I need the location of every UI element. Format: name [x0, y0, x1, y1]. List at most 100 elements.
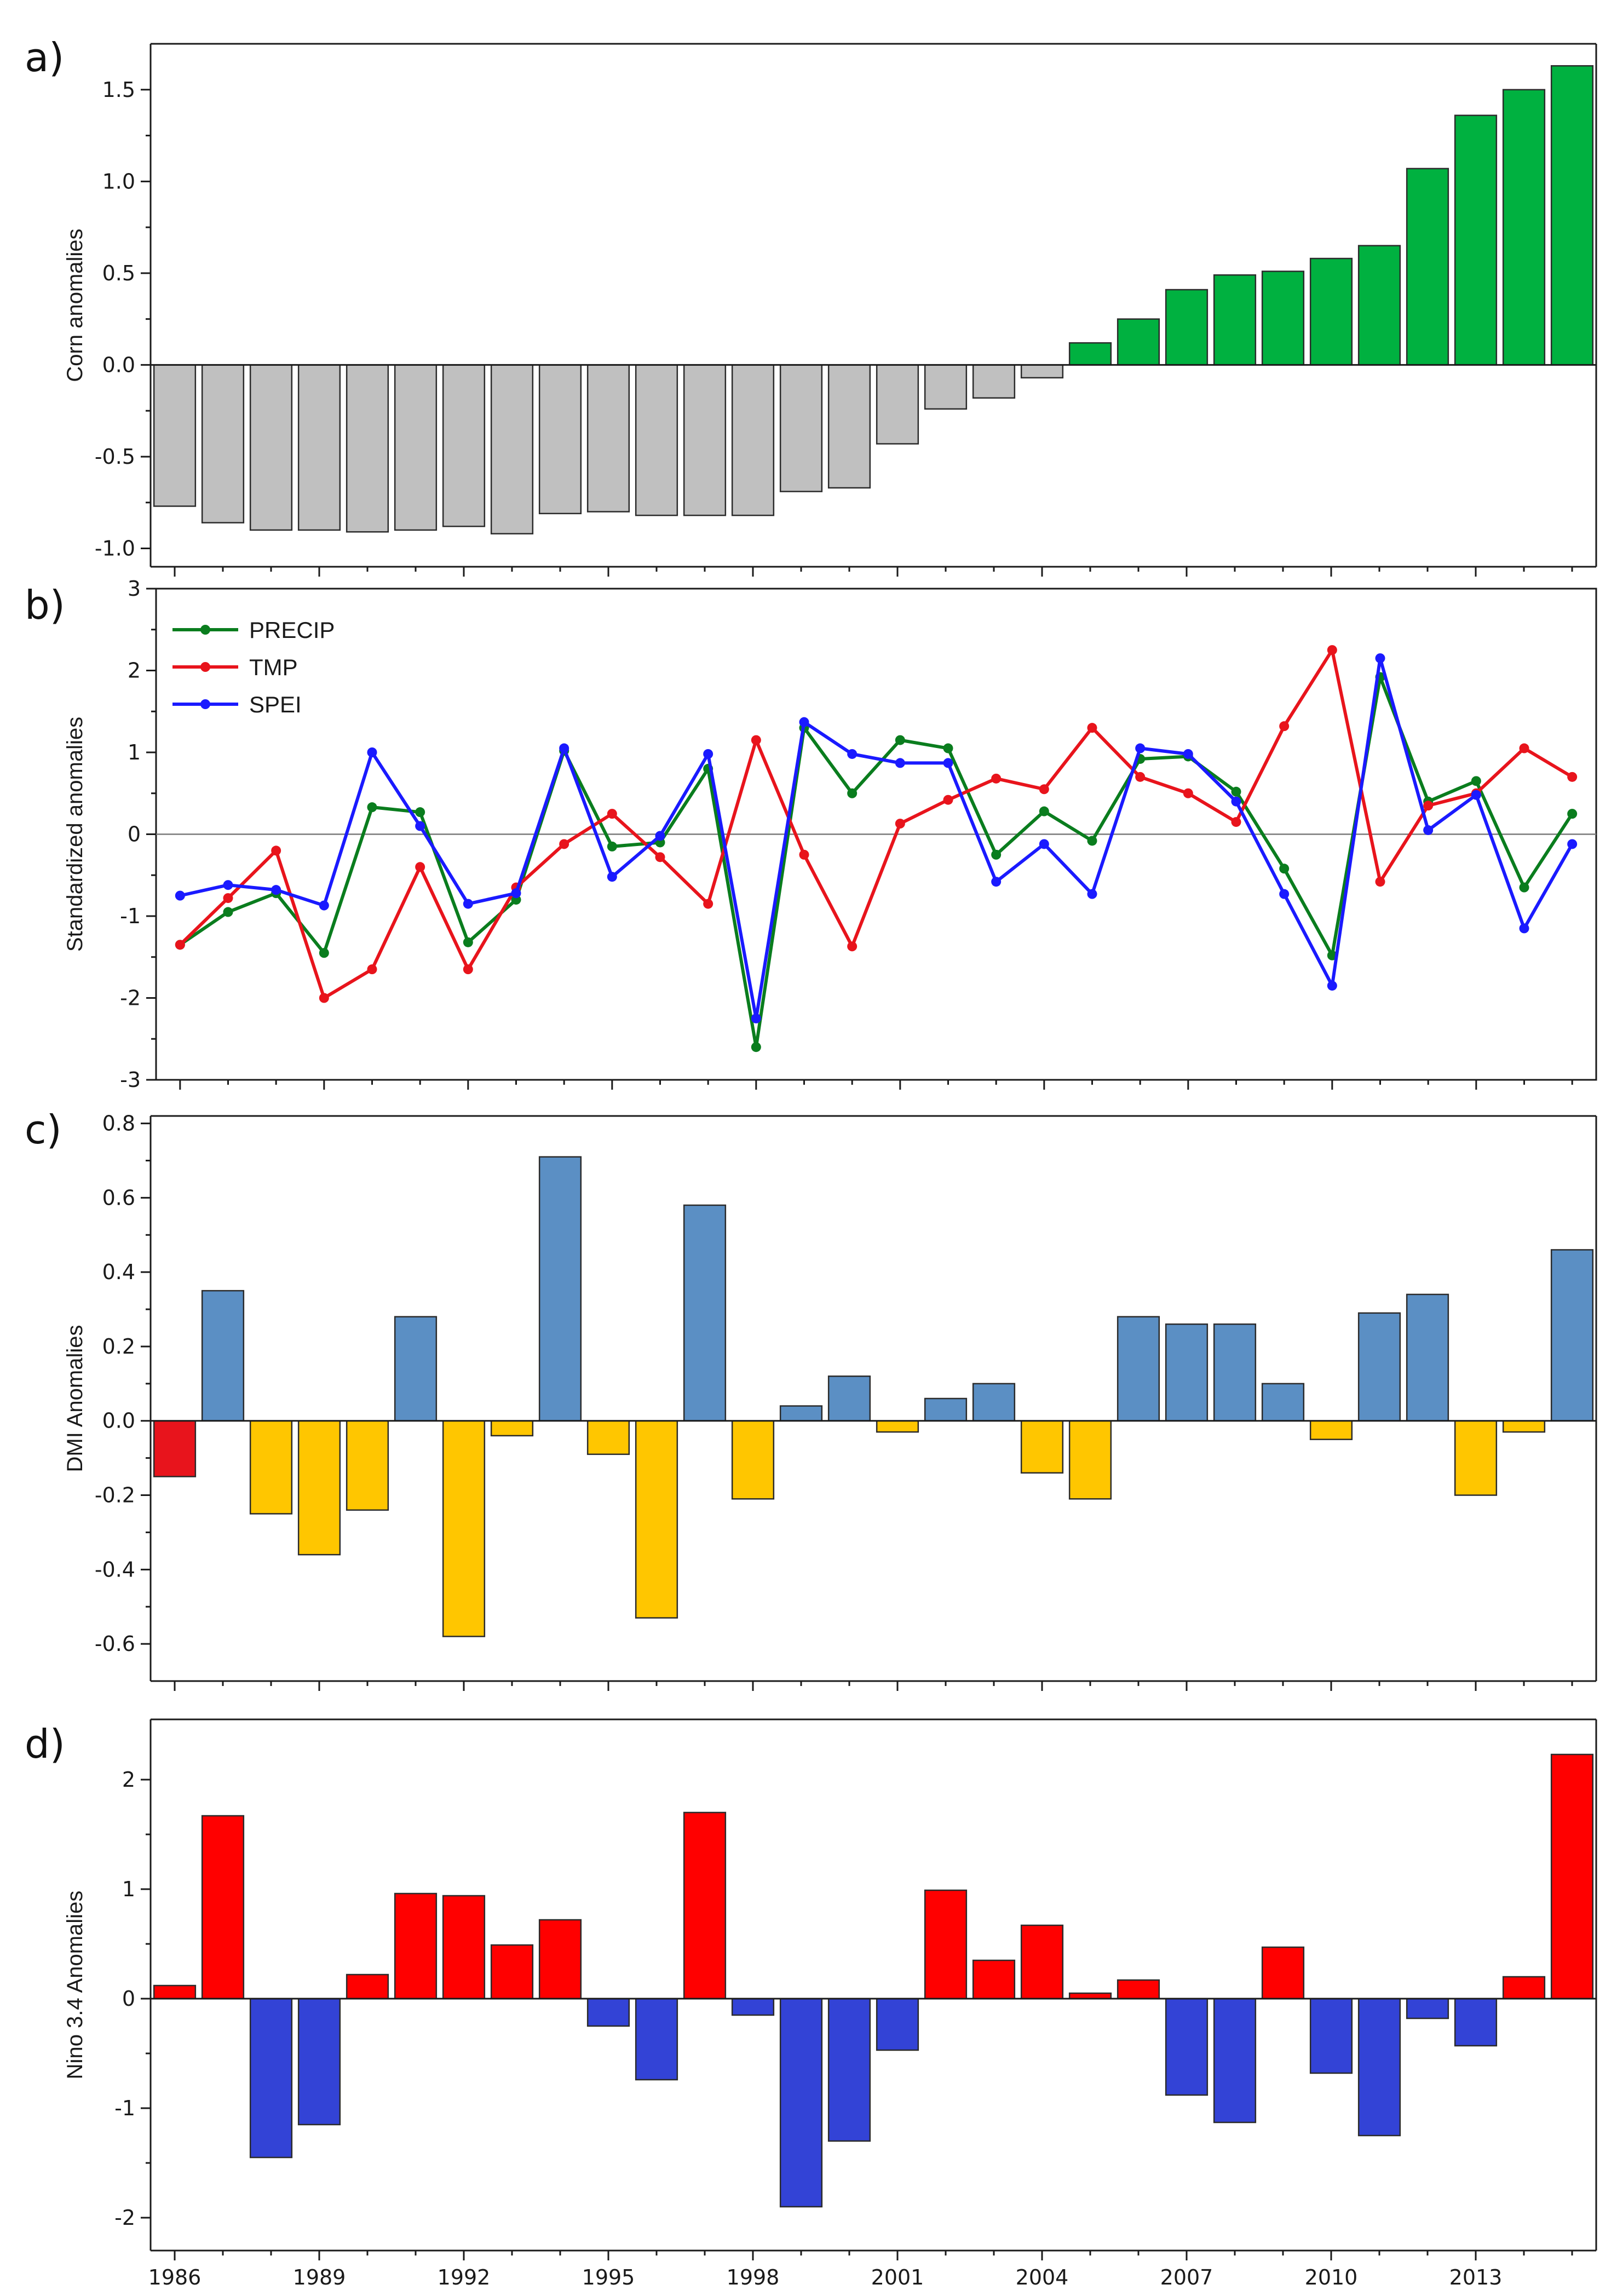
bar-c-28: [1502, 1420, 1546, 1433]
x-tick-label: 2004: [1016, 2265, 1069, 2289]
bar-d-14: [827, 1998, 871, 2142]
series-point-tmp: [415, 862, 425, 872]
y-axis-label-a: Corn anomalies: [63, 228, 87, 382]
panel-b: b) -3 -2 -1 0 1 2 3 Standardized anomalies PRECIP…: [25, 577, 1597, 1092]
series-point-spei: [319, 900, 329, 911]
panel-label-a: a): [25, 34, 64, 80]
y-tick-label: 0.8: [102, 1112, 135, 1136]
y-tick-label: 1: [122, 1877, 135, 1901]
bar-a-20: [1117, 318, 1160, 366]
bar-c-11: [683, 1204, 727, 1422]
y-tick-label: -2: [120, 986, 141, 1010]
y-tick-label: 0.4: [102, 1260, 135, 1284]
bar-d-29: [1550, 1753, 1594, 2000]
series-point-precip: [1087, 836, 1097, 846]
x-tick-label: 2010: [1305, 2265, 1358, 2289]
x-tick-label: 1998: [727, 2265, 780, 2289]
bar-a-3: [297, 364, 341, 531]
y-tick-label: 2: [122, 1768, 135, 1792]
x-tick-label: 2001: [871, 2265, 924, 2289]
y-axis-label-b: Standardized anomalies: [63, 717, 87, 952]
y-tick-label: -1.0: [95, 536, 135, 560]
bar-d-28: [1502, 1976, 1546, 2000]
series-point-spei: [559, 743, 569, 753]
series-point-tmp: [1375, 877, 1385, 887]
bar-a-27: [1454, 114, 1498, 366]
y-tick-label: 3: [128, 577, 141, 601]
series-point-precip: [943, 743, 953, 753]
bar-a-21: [1165, 289, 1209, 366]
bar-d-23: [1261, 1946, 1305, 2000]
series-point-tmp: [319, 993, 329, 1003]
series-point-precip: [607, 841, 617, 851]
y-tick-label: 0: [128, 822, 141, 847]
series-point-precip: [415, 807, 425, 818]
panel-a: a) -1.0 -0.5 0.0 0.5 1.0 1.5 Corn anomalies: [25, 34, 1597, 577]
series-point-tmp: [847, 941, 858, 952]
panel-label-c: c): [25, 1107, 62, 1153]
legend-label-spei: SPEI: [249, 692, 302, 717]
bar-a-7: [490, 364, 534, 534]
series-point-spei: [607, 872, 617, 882]
bar-a-17: [972, 364, 1016, 399]
series-point-spei: [463, 899, 473, 909]
series-point-precip: [847, 788, 858, 798]
bar-d-18: [1020, 1924, 1064, 2000]
bar-c-20: [1117, 1316, 1160, 1422]
bar-d-8: [538, 1919, 582, 2000]
series-point-spei: [1423, 825, 1434, 836]
series-line-spei: [180, 657, 1574, 1020]
legend-marker-spei: [200, 699, 210, 709]
series-point-tmp: [799, 849, 809, 860]
series-point-tmp: [1135, 772, 1146, 782]
bar-c-25: [1357, 1312, 1401, 1422]
series-point-tmp: [559, 839, 569, 849]
bar-d-22: [1213, 1998, 1257, 2124]
series-point-tmp: [1087, 723, 1097, 733]
y-tick-label: -3: [120, 1068, 141, 1092]
legend: PRECIP TMP SPEI: [172, 617, 335, 717]
series-point-spei: [799, 717, 809, 727]
series-point-spei: [175, 890, 185, 901]
bar-c-0: [153, 1420, 197, 1477]
y-tick-label: -0.5: [95, 445, 135, 469]
series-point-tmp: [703, 899, 713, 909]
legend-label-tmp: TMP: [249, 654, 298, 680]
y-tick-label: 0.2: [102, 1334, 135, 1359]
x-tick-label: 2007: [1160, 2265, 1213, 2289]
x-tick-label: 1986: [148, 2265, 202, 2289]
series-point-tmp: [175, 940, 185, 950]
series-point-precip: [223, 907, 233, 917]
y-tick-label: 0: [122, 1987, 135, 2011]
bar-a-19: [1068, 342, 1112, 366]
y-tick-label: -1: [120, 904, 141, 928]
bar-a-29: [1550, 65, 1594, 366]
series-point-tmp: [991, 773, 1002, 784]
series-point-tmp: [1567, 772, 1578, 782]
series-point-precip: [751, 1042, 761, 1052]
bar-c-7: [490, 1420, 534, 1437]
bar-c-8: [538, 1156, 582, 1422]
x-tick-label: 1989: [293, 2265, 346, 2289]
series-point-tmp: [1183, 788, 1193, 798]
bar-c-24: [1309, 1420, 1353, 1440]
y-tick-label: 1: [128, 740, 141, 764]
bar-d-15: [876, 1998, 919, 2051]
bar-d-17: [972, 1959, 1016, 2000]
series-point-spei: [943, 758, 953, 768]
bar-c-2: [249, 1420, 293, 1515]
series-point-tmp: [607, 809, 617, 819]
series-point-precip: [991, 849, 1002, 860]
bar-c-3: [297, 1420, 341, 1556]
panel-d: d) -2 -1 0 1 2 Nino 3.4 Anomalies 1986 1989 1992 1…: [25, 1718, 1597, 2289]
bar-d-25: [1357, 1998, 1401, 2137]
series-point-tmp: [655, 852, 665, 862]
y-tick-label: -0.4: [95, 1557, 135, 1581]
series-line-precip: [179, 675, 1574, 1049]
bar-a-18: [1020, 364, 1064, 379]
series-point-precip: [463, 937, 473, 947]
y-tick-label: 0.5: [102, 261, 135, 285]
series-point-spei: [1039, 839, 1049, 849]
y-tick-label: 0.0: [102, 1409, 135, 1433]
bar-c-16: [924, 1397, 968, 1422]
